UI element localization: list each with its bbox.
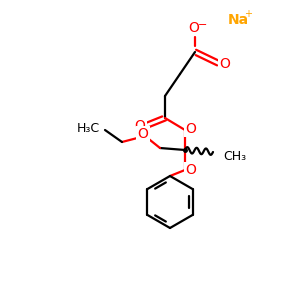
- Text: O: O: [138, 127, 148, 141]
- Text: O: O: [186, 122, 196, 136]
- Text: O: O: [186, 163, 196, 177]
- Text: Na: Na: [228, 13, 249, 27]
- Text: H₃C: H₃C: [77, 122, 100, 134]
- Text: −: −: [198, 20, 208, 30]
- Text: O: O: [220, 57, 230, 71]
- Text: O: O: [189, 21, 200, 35]
- Text: CH₃: CH₃: [223, 149, 246, 163]
- Text: +: +: [244, 9, 252, 19]
- Text: O: O: [135, 119, 146, 133]
